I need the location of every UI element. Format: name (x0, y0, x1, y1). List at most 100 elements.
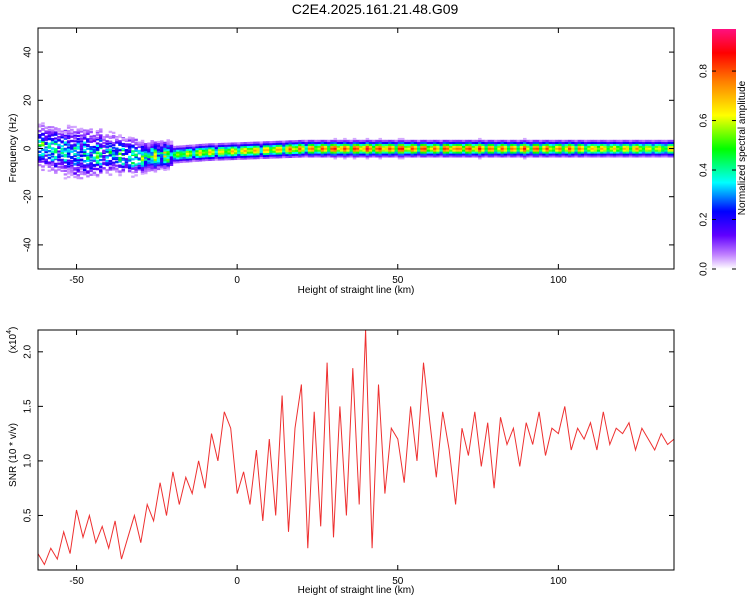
heatmap-cell (44, 137, 48, 141)
heatmap-cell (76, 175, 81, 178)
heatmap-cell (378, 141, 382, 144)
heatmap-cell (272, 148, 276, 151)
heatmap-cell (375, 139, 379, 143)
heatmap-cell (494, 149, 498, 152)
heatmap-cell (561, 149, 566, 152)
spectrogram-y-tick-label: 0 (23, 145, 34, 151)
heatmap-cell (211, 145, 215, 148)
heatmap-cell (330, 143, 334, 146)
heatmap-cell (568, 153, 572, 156)
heatmap-cell (462, 147, 466, 150)
heatmap-cell (70, 169, 74, 172)
heatmap-cell (612, 143, 617, 146)
heatmap-cell (256, 153, 260, 156)
heatmap-cell (99, 139, 103, 142)
heatmap-cell (568, 145, 572, 148)
heatmap-cell (66, 172, 71, 175)
heatmap-cell (95, 131, 100, 134)
heatmap-cell (542, 151, 546, 154)
heatmap-cell (50, 130, 55, 134)
heatmap-cell (619, 153, 623, 156)
heatmap-cell (60, 165, 64, 169)
heatmap-cell (266, 143, 270, 146)
heatmap-cell (86, 157, 90, 160)
heatmap-cell (327, 143, 331, 146)
heatmap-cell (478, 141, 482, 144)
heatmap-cell (449, 155, 453, 158)
heatmap-cell (474, 145, 479, 148)
heatmap-cell (545, 153, 550, 156)
heatmap-cell (153, 154, 158, 158)
heatmap-cell (535, 153, 540, 156)
heatmap-cell (89, 128, 93, 131)
heatmap-cell (372, 143, 376, 146)
heatmap-cell (214, 146, 219, 150)
heatmap-cell (76, 177, 81, 180)
heatmap-cell (455, 145, 460, 148)
heatmap-cell (449, 149, 453, 152)
heatmap-cell (330, 139, 334, 143)
heatmap-cell (625, 139, 630, 143)
heatmap-cell (156, 162, 161, 165)
heatmap-cell (153, 156, 158, 160)
heatmap-cell (243, 155, 248, 158)
snr-x-tick-label: 50 (392, 576, 404, 587)
heatmap-cell (397, 149, 402, 152)
heatmap-cell (256, 155, 260, 158)
heatmap-cell (603, 143, 607, 146)
heatmap-cell (185, 156, 190, 159)
heatmap-cell (115, 151, 119, 154)
heatmap-cell (381, 143, 386, 146)
heatmap-cell (275, 144, 280, 147)
heatmap-cell (445, 145, 450, 148)
heatmap-cell (47, 132, 52, 136)
heatmap-cell (612, 139, 617, 143)
heatmap-cell (529, 145, 533, 148)
heatmap-cell (294, 140, 299, 143)
heatmap-cell (243, 145, 248, 149)
heatmap-cell (381, 139, 386, 143)
heatmap-cell (66, 165, 71, 168)
snr-x-tick-label: 0 (234, 576, 240, 587)
heatmap-cell (487, 149, 492, 152)
heatmap-cell (612, 149, 617, 152)
heatmap-cell (240, 142, 244, 145)
heatmap-cell (105, 135, 109, 138)
snr-frame (37, 329, 675, 571)
heatmap-cell (205, 155, 209, 158)
heatmap-cell (38, 130, 42, 133)
heatmap-cell (362, 143, 366, 146)
heatmap-cell (156, 164, 161, 167)
heatmap-cell (632, 149, 636, 152)
heatmap-cell (484, 147, 488, 150)
heatmap-cell (558, 151, 562, 154)
heatmap-cell (442, 139, 447, 143)
heatmap-cell (346, 143, 350, 146)
heatmap-cell (211, 147, 215, 150)
heatmap-cell (240, 149, 244, 153)
heatmap-cell (63, 143, 68, 146)
heatmap-cell (500, 149, 505, 152)
heatmap-cell (224, 154, 228, 157)
heatmap-cell (445, 155, 450, 158)
heatmap-cell (548, 143, 553, 146)
heatmap-cell (63, 136, 68, 139)
heatmap-cell (468, 149, 472, 152)
heatmap-cell (384, 155, 389, 158)
heatmap-cell (44, 161, 48, 164)
heatmap-cell (545, 147, 550, 150)
heatmap-cell (89, 173, 93, 176)
heatmap-cell (478, 153, 482, 156)
heatmap-cell (516, 151, 521, 154)
heatmap-cell (506, 141, 511, 144)
heatmap-cell (503, 147, 508, 150)
heatmap-cell (192, 157, 196, 161)
heatmap-cell (275, 142, 280, 145)
heatmap-cell (362, 141, 366, 144)
heatmap-cell (333, 145, 338, 148)
snr-y-tick-label: 1.5 (23, 399, 34, 413)
heatmap-cell (262, 143, 267, 146)
heatmap-cell (365, 143, 370, 146)
heatmap-cell (359, 147, 363, 150)
